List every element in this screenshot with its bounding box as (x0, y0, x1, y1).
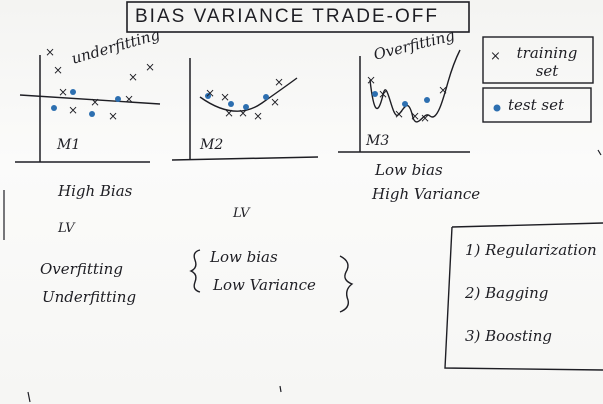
m3-fit-curve (369, 49, 461, 123)
train-mark: × (394, 107, 405, 121)
train-mark: × (274, 75, 285, 89)
train-mark: × (68, 103, 79, 117)
remedies-box (444, 222, 603, 371)
remedy-item: 2) Bagging (465, 284, 549, 302)
plot-m3 (338, 49, 470, 153)
remedy-item: 1) Regularization (465, 241, 597, 259)
train-mark: × (145, 60, 156, 74)
test-points (51, 89, 430, 117)
remedy-item: 3) Boosting (465, 327, 553, 345)
legend-test-box (482, 87, 592, 123)
train-mark: × (124, 92, 135, 106)
brace-right (339, 255, 354, 313)
m1-bias-note: High Bias (58, 182, 133, 200)
plot-m2 (171, 58, 319, 161)
train-mark: × (253, 109, 264, 123)
train-mark: × (53, 63, 64, 77)
m1-label: M1 (57, 137, 81, 153)
legend-test-label: test set (508, 96, 565, 114)
m2-label: M2 (200, 137, 224, 153)
train-mark: × (108, 109, 119, 123)
train-mark: × (224, 106, 235, 120)
board-title: BIAS VARIANCE TRADE-OFF (135, 6, 439, 27)
train-mark: × (378, 87, 389, 101)
train-mark: × (238, 106, 249, 120)
title-box (126, 1, 470, 33)
m3-label: M3 (366, 133, 390, 149)
train-mark: × (128, 70, 139, 84)
train-mark: × (90, 95, 101, 109)
train-mark: × (366, 73, 377, 87)
train-mark: × (220, 90, 231, 104)
legend-training-label: training set (516, 44, 578, 80)
m3-bias-note: Low bias (375, 161, 443, 179)
m3-variance-note: High Variance (372, 185, 481, 203)
m1-fit-line (19, 94, 161, 105)
train-mark: × (205, 86, 216, 100)
train-mark: × (410, 109, 421, 123)
legend-training-box (482, 36, 594, 84)
train-mark: × (45, 45, 56, 59)
train-mark: × (420, 111, 431, 125)
train-mark: × (58, 85, 69, 99)
ideal-bias-note: Low bias (210, 248, 278, 266)
underfitting-note: Underfitting (42, 288, 137, 306)
m1-variance-note: LV (58, 221, 75, 236)
overfitting-note: Overfitting (40, 260, 123, 278)
train-mark: × (438, 83, 449, 97)
legend-cross-icon: × (490, 49, 501, 64)
m2-fit-curve (199, 77, 298, 112)
legend-test-dot (493, 104, 501, 112)
ideal-variance-note: Low Variance (213, 276, 316, 294)
train-mark: × (270, 95, 281, 109)
brace-left (189, 249, 201, 293)
plot-m1 (15, 55, 161, 163)
m2-variance-note: LV (233, 206, 250, 221)
